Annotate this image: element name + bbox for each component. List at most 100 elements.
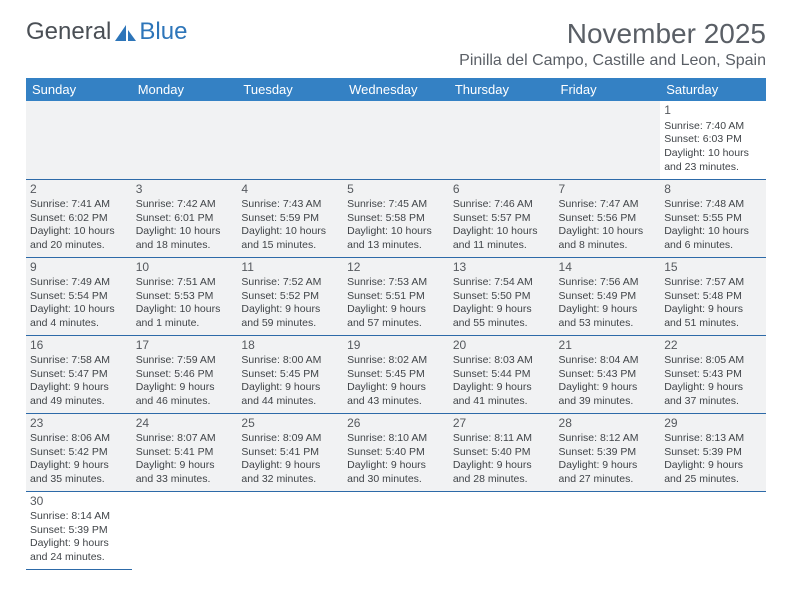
day-cell: 4Sunrise: 7:43 AMSunset: 5:59 PMDaylight… bbox=[237, 179, 343, 257]
day-cell bbox=[26, 101, 132, 179]
day-cell: 26Sunrise: 8:10 AMSunset: 5:40 PMDayligh… bbox=[343, 413, 449, 491]
day-info: Sunrise: 7:43 AMSunset: 5:59 PMDaylight:… bbox=[241, 198, 339, 253]
day-info: Sunrise: 8:14 AMSunset: 5:39 PMDaylight:… bbox=[30, 510, 128, 565]
weekday-header: Thursday bbox=[449, 78, 555, 101]
day-number: 20 bbox=[453, 338, 551, 354]
day-cell: 16Sunrise: 7:58 AMSunset: 5:47 PMDayligh… bbox=[26, 335, 132, 413]
day-cell bbox=[555, 491, 661, 569]
day-number: 19 bbox=[347, 338, 445, 354]
day-info: Sunrise: 7:51 AMSunset: 5:53 PMDaylight:… bbox=[136, 276, 234, 331]
day-number: 7 bbox=[559, 182, 657, 198]
day-number: 17 bbox=[136, 338, 234, 354]
week-row: 23Sunrise: 8:06 AMSunset: 5:42 PMDayligh… bbox=[26, 413, 766, 491]
day-number: 10 bbox=[136, 260, 234, 276]
day-info: Sunrise: 7:57 AMSunset: 5:48 PMDaylight:… bbox=[664, 276, 762, 331]
weekday-header: Sunday bbox=[26, 78, 132, 101]
day-cell: 13Sunrise: 7:54 AMSunset: 5:50 PMDayligh… bbox=[449, 257, 555, 335]
week-row: 9Sunrise: 7:49 AMSunset: 5:54 PMDaylight… bbox=[26, 257, 766, 335]
day-cell: 25Sunrise: 8:09 AMSunset: 5:41 PMDayligh… bbox=[237, 413, 343, 491]
day-cell: 20Sunrise: 8:03 AMSunset: 5:44 PMDayligh… bbox=[449, 335, 555, 413]
day-number: 8 bbox=[664, 182, 762, 198]
day-cell bbox=[555, 101, 661, 179]
day-info: Sunrise: 8:13 AMSunset: 5:39 PMDaylight:… bbox=[664, 432, 762, 487]
day-info: Sunrise: 7:53 AMSunset: 5:51 PMDaylight:… bbox=[347, 276, 445, 331]
day-cell: 30Sunrise: 8:14 AMSunset: 5:39 PMDayligh… bbox=[26, 491, 132, 569]
day-number: 25 bbox=[241, 416, 339, 432]
day-cell bbox=[449, 491, 555, 569]
logo: General Blue bbox=[26, 18, 187, 46]
day-cell: 10Sunrise: 7:51 AMSunset: 5:53 PMDayligh… bbox=[132, 257, 238, 335]
day-cell: 21Sunrise: 8:04 AMSunset: 5:43 PMDayligh… bbox=[555, 335, 661, 413]
week-row: 16Sunrise: 7:58 AMSunset: 5:47 PMDayligh… bbox=[26, 335, 766, 413]
day-info: Sunrise: 7:45 AMSunset: 5:58 PMDaylight:… bbox=[347, 198, 445, 253]
day-cell bbox=[237, 101, 343, 179]
day-cell: 6Sunrise: 7:46 AMSunset: 5:57 PMDaylight… bbox=[449, 179, 555, 257]
day-cell: 3Sunrise: 7:42 AMSunset: 6:01 PMDaylight… bbox=[132, 179, 238, 257]
day-cell: 5Sunrise: 7:45 AMSunset: 5:58 PMDaylight… bbox=[343, 179, 449, 257]
weekday-header: Monday bbox=[132, 78, 238, 101]
day-info: Sunrise: 8:09 AMSunset: 5:41 PMDaylight:… bbox=[241, 432, 339, 487]
month-title: November 2025 bbox=[459, 18, 766, 50]
day-cell: 18Sunrise: 8:00 AMSunset: 5:45 PMDayligh… bbox=[237, 335, 343, 413]
weekday-header: Saturday bbox=[660, 78, 766, 101]
day-cell: 7Sunrise: 7:47 AMSunset: 5:56 PMDaylight… bbox=[555, 179, 661, 257]
calendar-table: Sunday Monday Tuesday Wednesday Thursday… bbox=[26, 78, 766, 570]
day-cell bbox=[449, 101, 555, 179]
day-cell: 12Sunrise: 7:53 AMSunset: 5:51 PMDayligh… bbox=[343, 257, 449, 335]
day-number: 28 bbox=[559, 416, 657, 432]
day-cell: 29Sunrise: 8:13 AMSunset: 5:39 PMDayligh… bbox=[660, 413, 766, 491]
day-info: Sunrise: 8:11 AMSunset: 5:40 PMDaylight:… bbox=[453, 432, 551, 487]
day-number: 22 bbox=[664, 338, 762, 354]
day-info: Sunrise: 7:56 AMSunset: 5:49 PMDaylight:… bbox=[559, 276, 657, 331]
day-info: Sunrise: 7:40 AMSunset: 6:03 PMDaylight:… bbox=[664, 120, 762, 175]
day-cell: 23Sunrise: 8:06 AMSunset: 5:42 PMDayligh… bbox=[26, 413, 132, 491]
day-cell: 2Sunrise: 7:41 AMSunset: 6:02 PMDaylight… bbox=[26, 179, 132, 257]
day-cell: 11Sunrise: 7:52 AMSunset: 5:52 PMDayligh… bbox=[237, 257, 343, 335]
day-number: 14 bbox=[559, 260, 657, 276]
location: Pinilla del Campo, Castille and Leon, Sp… bbox=[459, 52, 766, 70]
week-row: 1Sunrise: 7:40 AMSunset: 6:03 PMDaylight… bbox=[26, 101, 766, 179]
day-number: 6 bbox=[453, 182, 551, 198]
day-number: 21 bbox=[559, 338, 657, 354]
day-cell: 8Sunrise: 7:48 AMSunset: 5:55 PMDaylight… bbox=[660, 179, 766, 257]
day-number: 13 bbox=[453, 260, 551, 276]
day-cell: 24Sunrise: 8:07 AMSunset: 5:41 PMDayligh… bbox=[132, 413, 238, 491]
sail-icon bbox=[113, 22, 137, 42]
day-cell bbox=[237, 491, 343, 569]
day-info: Sunrise: 8:03 AMSunset: 5:44 PMDaylight:… bbox=[453, 354, 551, 409]
day-info: Sunrise: 7:49 AMSunset: 5:54 PMDaylight:… bbox=[30, 276, 128, 331]
day-number: 26 bbox=[347, 416, 445, 432]
day-cell bbox=[343, 491, 449, 569]
day-number: 16 bbox=[30, 338, 128, 354]
day-cell: 22Sunrise: 8:05 AMSunset: 5:43 PMDayligh… bbox=[660, 335, 766, 413]
day-number: 24 bbox=[136, 416, 234, 432]
day-cell: 27Sunrise: 8:11 AMSunset: 5:40 PMDayligh… bbox=[449, 413, 555, 491]
day-info: Sunrise: 8:02 AMSunset: 5:45 PMDaylight:… bbox=[347, 354, 445, 409]
day-info: Sunrise: 7:41 AMSunset: 6:02 PMDaylight:… bbox=[30, 198, 128, 253]
day-cell: 19Sunrise: 8:02 AMSunset: 5:45 PMDayligh… bbox=[343, 335, 449, 413]
day-info: Sunrise: 7:58 AMSunset: 5:47 PMDaylight:… bbox=[30, 354, 128, 409]
day-cell bbox=[343, 101, 449, 179]
day-info: Sunrise: 8:07 AMSunset: 5:41 PMDaylight:… bbox=[136, 432, 234, 487]
logo-text-2: Blue bbox=[139, 18, 187, 46]
day-cell: 14Sunrise: 7:56 AMSunset: 5:49 PMDayligh… bbox=[555, 257, 661, 335]
day-cell bbox=[132, 101, 238, 179]
day-cell: 17Sunrise: 7:59 AMSunset: 5:46 PMDayligh… bbox=[132, 335, 238, 413]
day-cell: 15Sunrise: 7:57 AMSunset: 5:48 PMDayligh… bbox=[660, 257, 766, 335]
day-number: 29 bbox=[664, 416, 762, 432]
day-cell: 1Sunrise: 7:40 AMSunset: 6:03 PMDaylight… bbox=[660, 101, 766, 179]
day-number: 11 bbox=[241, 260, 339, 276]
day-number: 2 bbox=[30, 182, 128, 198]
day-info: Sunrise: 8:12 AMSunset: 5:39 PMDaylight:… bbox=[559, 432, 657, 487]
day-cell: 9Sunrise: 7:49 AMSunset: 5:54 PMDaylight… bbox=[26, 257, 132, 335]
day-number: 3 bbox=[136, 182, 234, 198]
day-cell bbox=[132, 491, 238, 569]
day-number: 15 bbox=[664, 260, 762, 276]
day-info: Sunrise: 8:06 AMSunset: 5:42 PMDaylight:… bbox=[30, 432, 128, 487]
week-row: 30Sunrise: 8:14 AMSunset: 5:39 PMDayligh… bbox=[26, 491, 766, 569]
day-number: 12 bbox=[347, 260, 445, 276]
day-info: Sunrise: 8:00 AMSunset: 5:45 PMDaylight:… bbox=[241, 354, 339, 409]
day-cell: 28Sunrise: 8:12 AMSunset: 5:39 PMDayligh… bbox=[555, 413, 661, 491]
day-number: 9 bbox=[30, 260, 128, 276]
title-block: November 2025 Pinilla del Campo, Castill… bbox=[459, 18, 766, 70]
